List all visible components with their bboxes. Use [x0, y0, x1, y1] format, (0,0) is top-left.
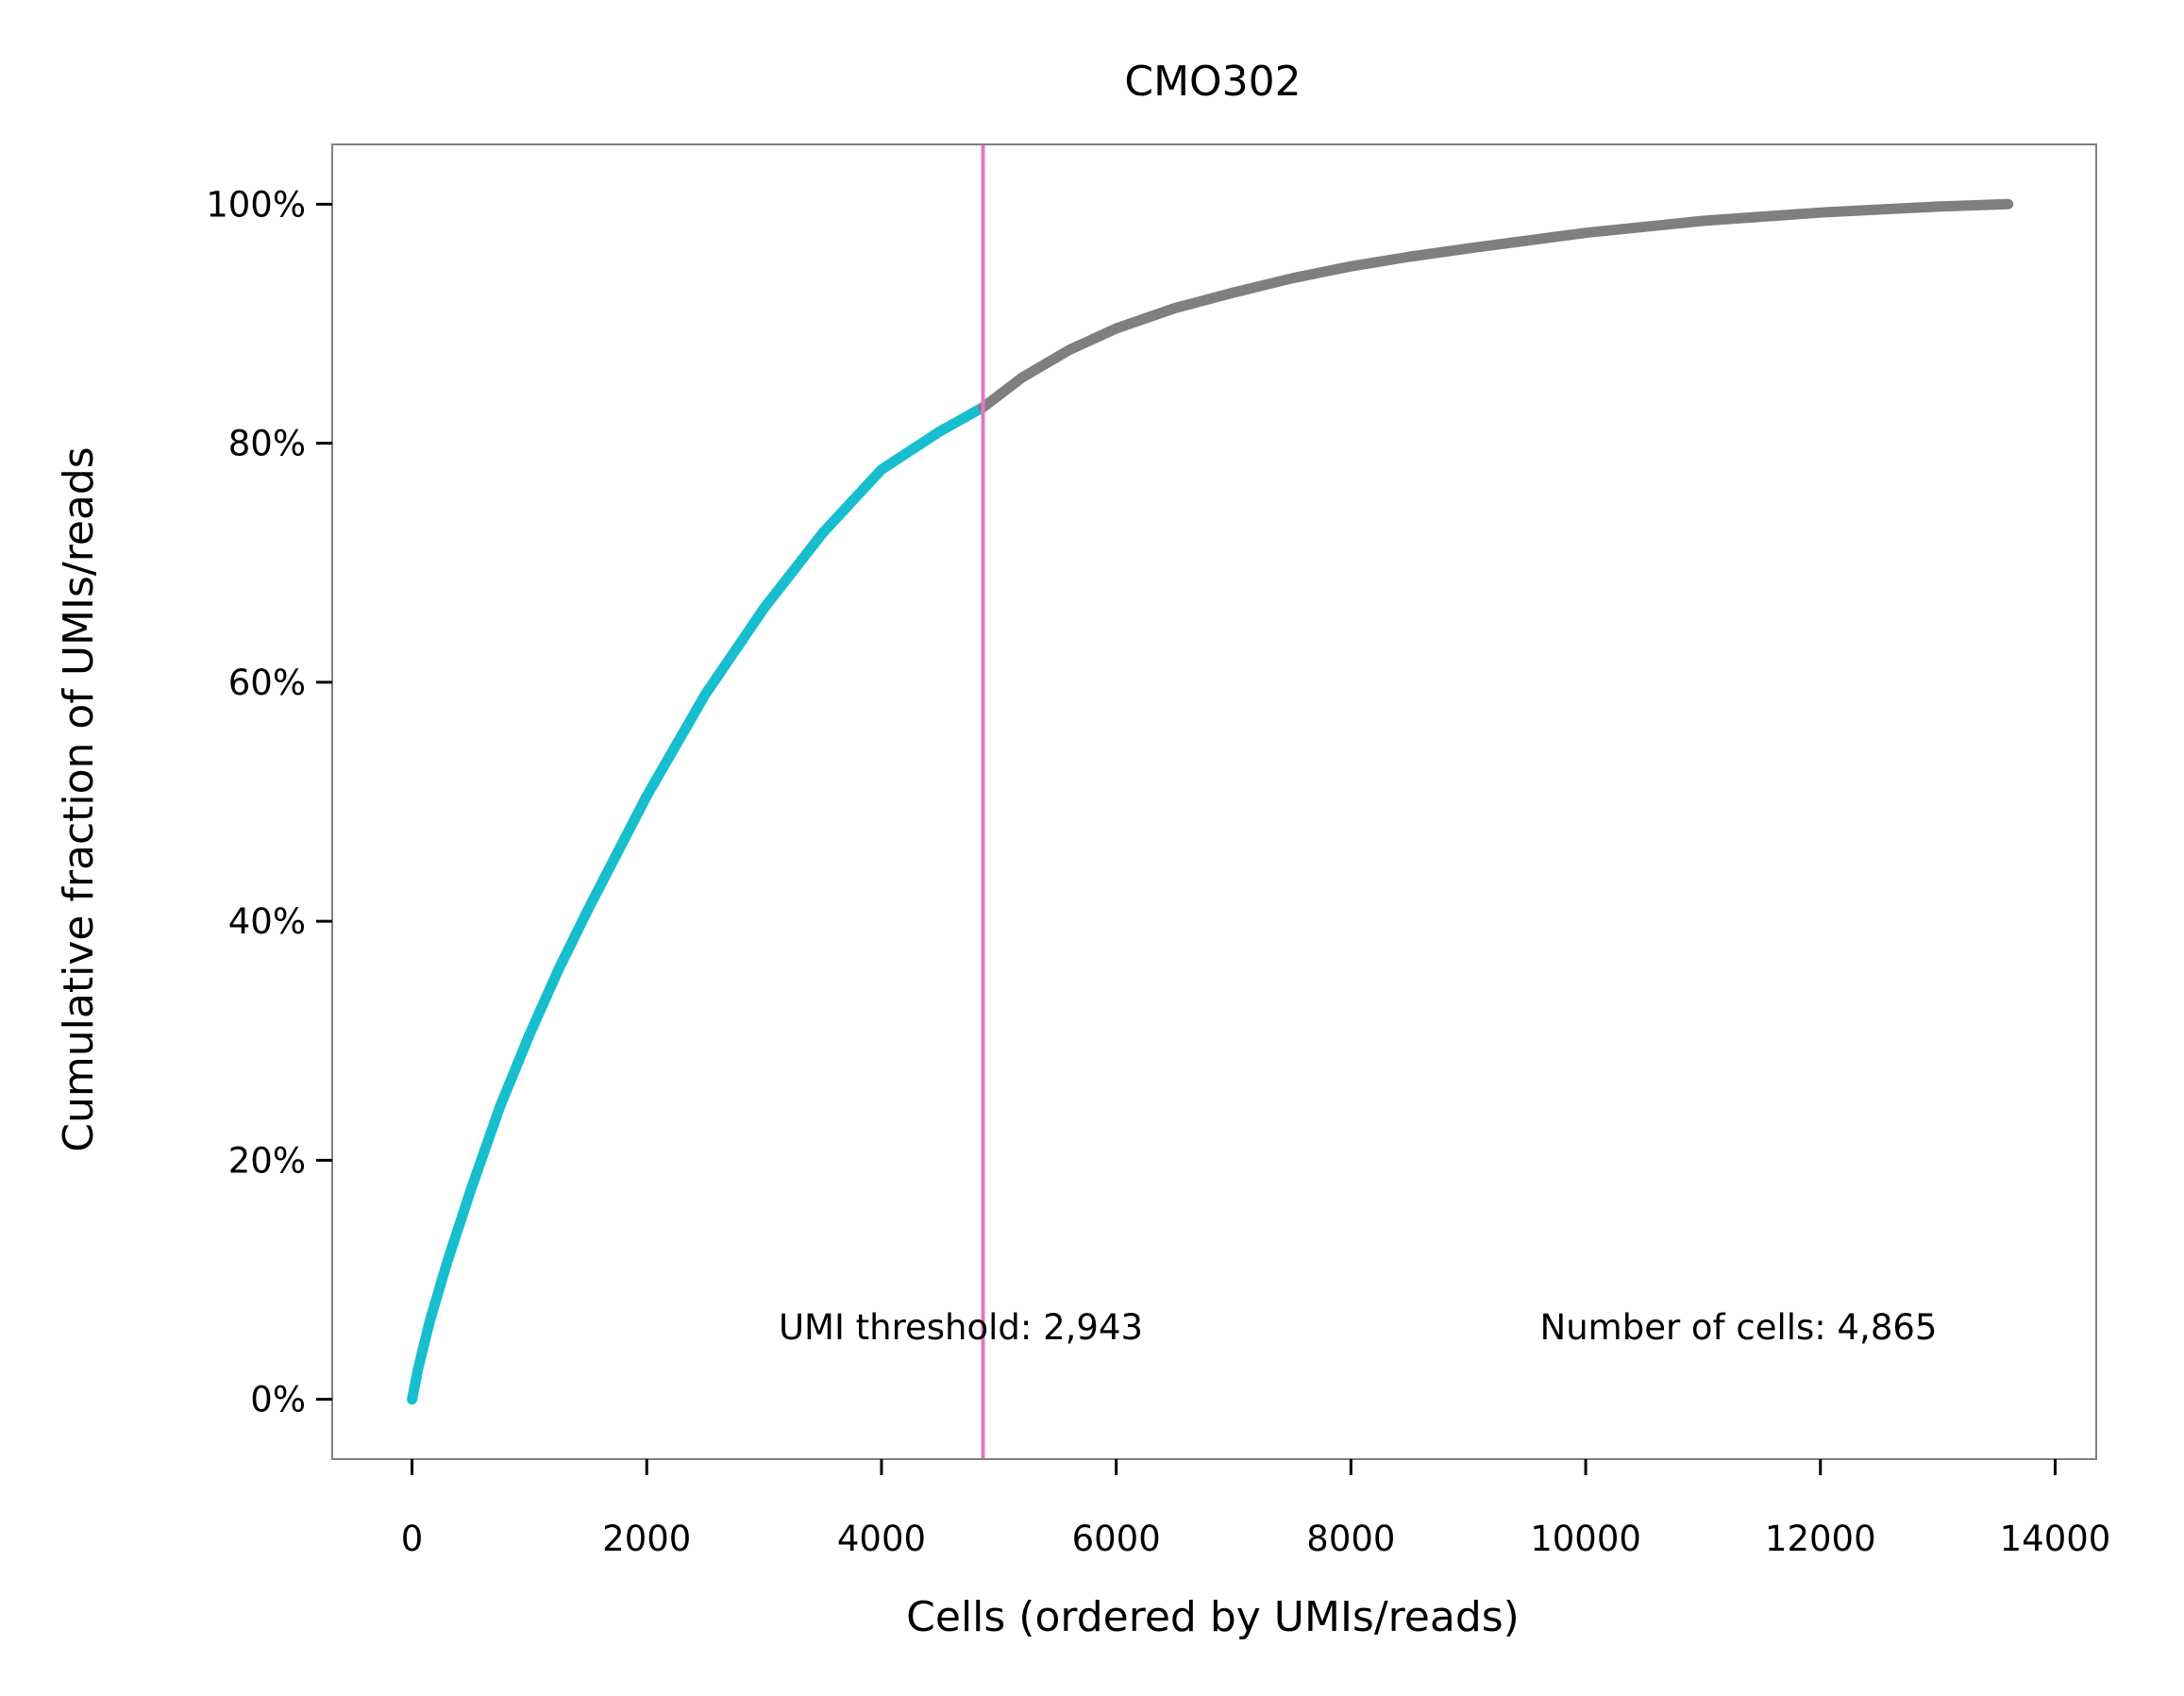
- y-tick-label: 100%: [206, 184, 306, 225]
- y-tick-label: 0%: [250, 1380, 306, 1420]
- x-tick-label: 0: [401, 1519, 424, 1559]
- x-tick-label: 12000: [1765, 1519, 1876, 1559]
- x-tick-label: 6000: [1072, 1519, 1161, 1559]
- y-tick-label: 80%: [228, 424, 306, 464]
- y-axis-label: Cumulative fraction of UMIs/reads: [55, 446, 103, 1151]
- x-tick-label: 4000: [837, 1519, 926, 1559]
- y-tick-label: 40%: [228, 901, 306, 942]
- y-tick-label: 60%: [228, 663, 306, 703]
- y-tick-label: 20%: [228, 1140, 306, 1181]
- number-of-cells-annotation: Number of cells: 4,865: [1540, 1307, 1938, 1348]
- background-curve: [978, 198, 2014, 413]
- plot-lines: [407, 144, 2014, 1459]
- umi-threshold-annotation: UMI threshold: 2,943: [779, 1307, 1143, 1348]
- x-axis: 0 2000 4000 6000 8000 10000 12000 14000: [401, 1459, 2111, 1559]
- x-tick-label: 8000: [1306, 1519, 1395, 1559]
- x-tick-label: 2000: [602, 1519, 691, 1559]
- x-tick-label: 10000: [1530, 1519, 1641, 1559]
- plot-frame: [331, 143, 2097, 1460]
- cells-curve: [407, 402, 988, 1405]
- y-axis: 0% 20% 40% 60% 80% 100%: [206, 184, 332, 1420]
- chart-title: CMO302: [1124, 58, 1301, 106]
- x-tick-label: 14000: [2000, 1519, 2111, 1559]
- x-axis-label: Cells (ordered by UMIs/reads): [906, 1593, 1520, 1641]
